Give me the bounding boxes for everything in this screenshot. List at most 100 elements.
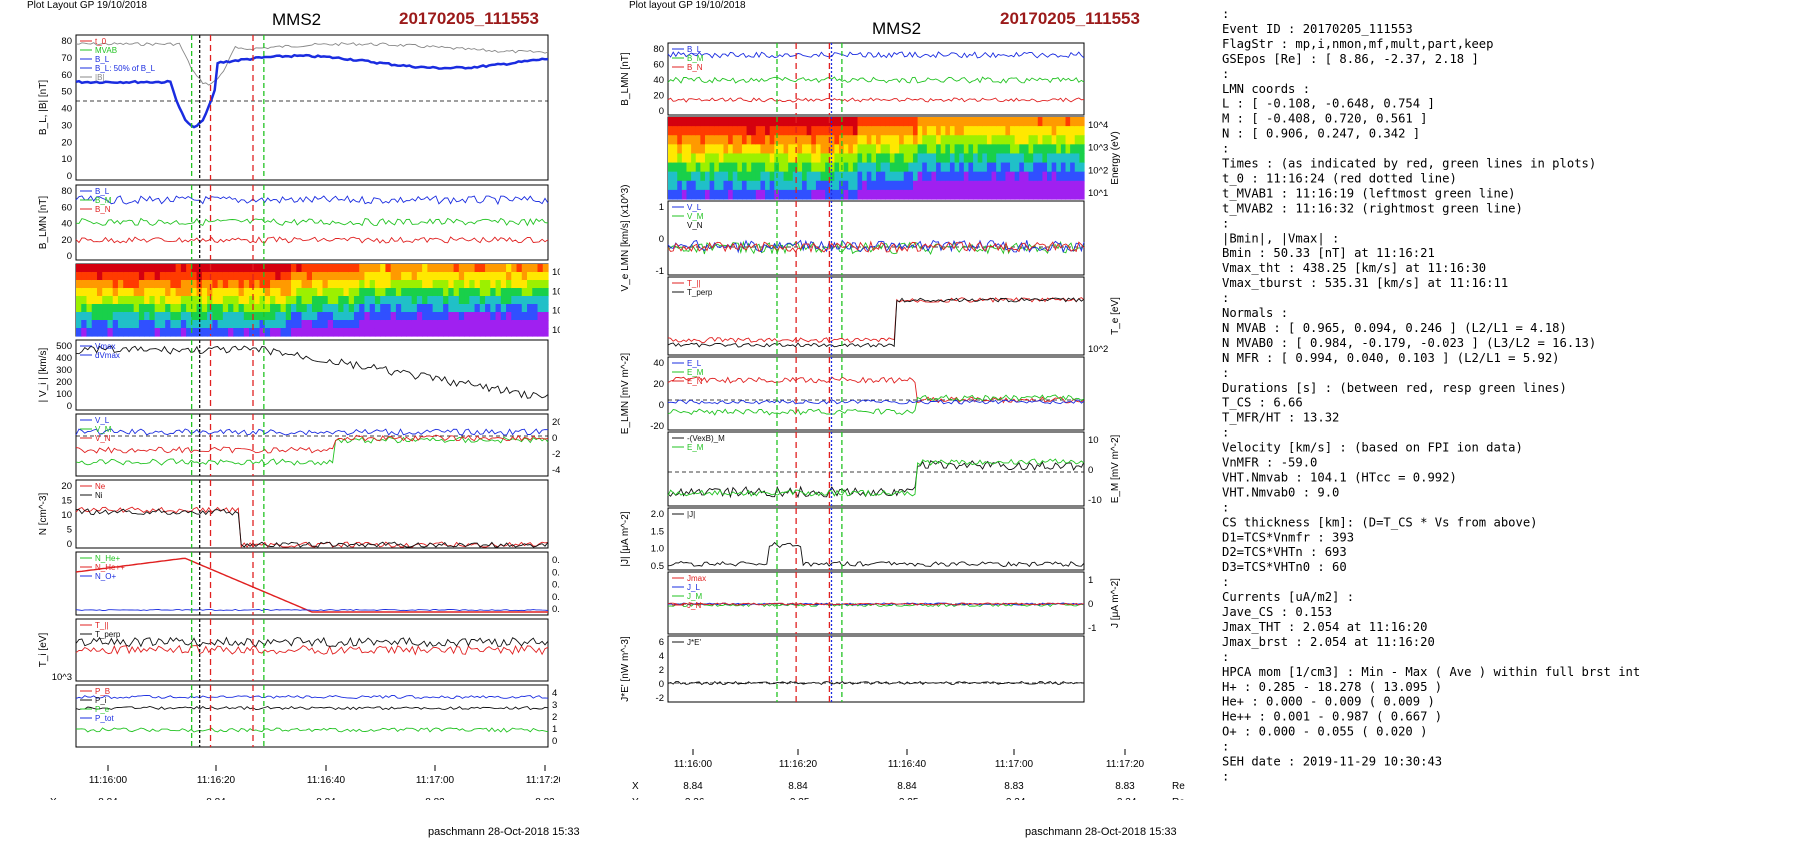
spectrogram-cell [843,189,849,200]
y-tick-label: 20 [61,137,72,148]
spectrogram-cell [945,189,951,200]
spectrogram-cell [945,144,951,155]
legend-label: J_M [687,592,702,601]
spectrogram-cell [797,117,803,127]
spectrogram-cell [922,180,928,191]
spectrogram-cell [81,304,88,313]
spectrogram-cell [788,180,794,191]
spectrogram-cell [1000,135,1007,145]
spectrogram-cell [364,304,371,313]
y-tick-label: 0 [659,106,664,117]
spectrogram-cell [903,162,909,173]
spectrogram-cell [857,126,863,136]
legend-label: V_L [687,203,702,212]
spectrogram-cell [940,153,946,164]
spectrogram-cell [912,135,919,145]
spectrogram-cell [327,312,334,321]
spectrogram-cell [416,264,423,273]
spectrogram-cell [353,280,360,289]
event-summary-panel: : Event ID : 20170205_111553 FlagStr : m… [1222,6,1792,796]
spectrogram-cell [301,304,308,313]
spectrogram-cell [306,304,313,313]
spectrogram-cell [102,296,109,305]
spectrogram-cell [291,320,297,329]
spectrogram-cell [940,189,946,200]
legend-label: B_L: 50% of B_L [95,64,156,73]
spectrogram-cell [390,280,397,289]
spectrogram-cell [317,320,324,329]
y-tick-label: 70 [61,53,72,64]
spectrogram-cell [991,189,997,200]
spectrogram-cell [996,117,1002,127]
spectrogram-cell [138,304,145,313]
spectrogram-cell [117,328,124,337]
spectrogram-cell [327,296,334,305]
spectrogram-cell [876,126,882,136]
spectrogram-cell [852,135,859,145]
spectrogram-cell [238,320,245,329]
spectrogram-cell [86,280,93,289]
spectrogram-cell [802,135,808,145]
spectrogram-cell [1010,162,1016,173]
spectrogram-cell [1042,153,1048,164]
spectrogram-cell [857,180,863,191]
spectrogram-cell [996,153,1002,164]
legend-label: B_N [687,63,703,72]
spectrogram-cell [201,280,208,289]
spectrogram-cell [312,320,318,329]
spectrogram-cell [207,328,213,337]
legend-label: E_N [687,377,703,386]
spectrogram-cell [86,272,93,281]
spectrogram-cell [133,304,140,313]
spectrogram-cell [359,280,366,289]
spectrogram-cell [848,153,854,164]
spectrogram-cell [490,288,497,297]
spectrogram-cell [778,126,785,136]
position-row-label: Y [632,797,639,800]
spectrogram-cell [940,144,946,155]
spectrogram-cell [963,180,970,191]
spectrogram-cell [815,162,822,173]
spectrogram-cell [191,272,198,281]
spectrogram-cell [532,264,539,273]
spectrogram-cell [732,171,738,182]
spectrogram-cell [885,135,891,145]
legend-label: B_M [95,196,112,205]
spectrogram-cell [500,264,507,273]
spectrogram-cell [217,264,224,273]
spectrogram-cell [212,280,219,289]
spectrogram-cell [385,296,392,305]
spectrogram-cell [170,288,177,297]
spectrogram-cell [1033,180,1039,191]
spectrogram-cell [802,180,808,191]
spectrogram-cell [1074,189,1080,200]
spectrogram-cell [332,296,339,305]
y-tick-label-right: 10^1 [1088,188,1108,199]
spectrogram-cell [91,312,98,321]
spectrogram-cell [949,153,956,164]
spectrogram-cell [959,144,965,155]
spectrogram-cell [783,180,789,191]
spectrogram-cell [353,288,360,297]
spectrogram-cell [686,117,692,127]
spectrogram-cell [1014,189,1020,200]
spectrogram-cell [264,320,271,329]
legend-label: E_M [687,443,704,452]
summary-line: D1=TCS*Vnmfr : 393 [1222,530,1354,544]
y-tick-label-right: 10^1 [552,325,560,336]
spectrogram-cell [327,280,334,289]
spectrogram-cell [765,162,771,173]
spectrogram-cell [982,135,988,145]
spectrogram-cell [811,153,817,164]
spectrogram-cell [741,189,748,200]
spectrogram-cell [474,272,481,281]
spectrogram-cell [973,153,979,164]
legend-label: V_M [95,425,112,434]
spectrogram-cell [128,320,135,329]
y-tick-label: 20 [653,91,664,102]
spectrogram-cell [949,171,956,182]
spectrogram-cell [464,280,470,289]
spectrogram-cell [275,280,282,289]
spectrogram-cell [411,304,418,313]
spectrogram-cell [677,162,683,173]
